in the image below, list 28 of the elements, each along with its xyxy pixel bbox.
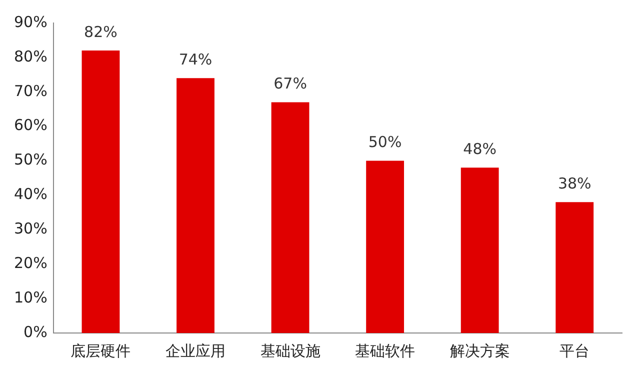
x-tick-label: 基础设施 (260, 342, 320, 360)
bar (460, 168, 499, 333)
x-tick-label: 平台 (560, 342, 590, 360)
x-tick-label: 解决方案 (450, 342, 510, 360)
bar (366, 160, 404, 333)
y-tick-label: 60% (14, 116, 48, 134)
data-label: 38% (558, 174, 592, 192)
y-tick-label: 80% (14, 47, 48, 66)
data-label: 67% (274, 74, 307, 93)
data-label: 50% (368, 133, 402, 152)
bar (271, 102, 310, 333)
y-tick-label: 70% (14, 82, 48, 100)
bar (82, 50, 120, 333)
x-tick-label: 底层硬件 (70, 342, 131, 360)
data-label: 82% (84, 22, 118, 41)
y-tick-label: 30% (14, 220, 48, 238)
x-tick-label: 企业应用 (166, 342, 226, 360)
bar (176, 78, 214, 333)
y-tick-label: 40% (14, 185, 48, 204)
y-tick-label: 50% (14, 150, 48, 169)
data-label: 48% (463, 140, 497, 158)
x-tick-label: 基础软件 (355, 342, 416, 360)
bar (556, 202, 594, 333)
y-tick-label: 0% (24, 322, 48, 341)
data-label: 74% (178, 50, 212, 68)
y-tick-label: 90% (14, 12, 48, 31)
y-tick-label: 10% (14, 288, 48, 306)
y-tick-label: 20% (14, 254, 48, 272)
